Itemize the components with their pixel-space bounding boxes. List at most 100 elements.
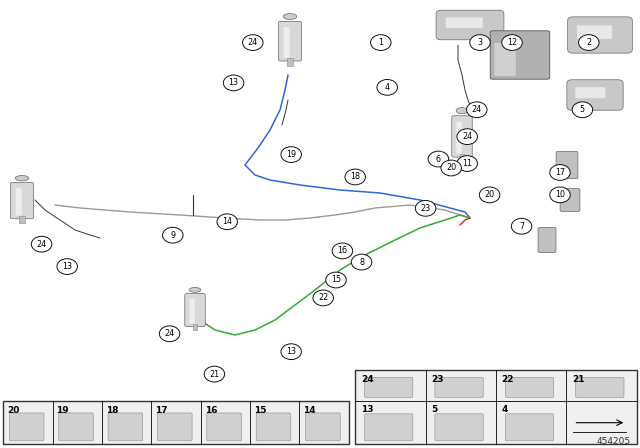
Text: 24: 24 <box>36 240 47 249</box>
Text: 7: 7 <box>519 222 524 231</box>
Ellipse shape <box>345 169 365 185</box>
Text: 14: 14 <box>222 217 232 226</box>
Text: 20: 20 <box>484 190 495 199</box>
FancyBboxPatch shape <box>538 228 556 253</box>
FancyBboxPatch shape <box>185 293 205 327</box>
Text: 1: 1 <box>378 38 383 47</box>
Text: 24: 24 <box>248 38 258 47</box>
Text: 18: 18 <box>106 406 118 415</box>
Ellipse shape <box>479 187 500 203</box>
Ellipse shape <box>579 34 599 51</box>
FancyBboxPatch shape <box>287 58 293 65</box>
FancyBboxPatch shape <box>460 154 465 162</box>
Ellipse shape <box>204 366 225 382</box>
Text: 23: 23 <box>420 204 431 213</box>
Text: 14: 14 <box>303 406 316 415</box>
FancyBboxPatch shape <box>506 414 554 441</box>
FancyBboxPatch shape <box>577 26 612 39</box>
Text: 16: 16 <box>337 246 348 255</box>
Text: 9: 9 <box>170 231 175 240</box>
FancyBboxPatch shape <box>556 151 578 179</box>
Text: 19: 19 <box>286 150 296 159</box>
Ellipse shape <box>550 164 570 181</box>
Ellipse shape <box>502 34 522 51</box>
Text: 16: 16 <box>205 406 217 415</box>
Ellipse shape <box>243 34 263 51</box>
Text: 21: 21 <box>572 375 584 384</box>
FancyBboxPatch shape <box>568 17 632 53</box>
Ellipse shape <box>332 243 353 259</box>
Text: 13: 13 <box>62 262 72 271</box>
Text: 13: 13 <box>286 347 296 356</box>
Text: 15: 15 <box>331 276 341 284</box>
FancyBboxPatch shape <box>506 377 554 397</box>
Ellipse shape <box>351 254 372 270</box>
FancyBboxPatch shape <box>490 31 550 79</box>
Text: 18: 18 <box>350 172 360 181</box>
Text: 19: 19 <box>56 406 69 415</box>
FancyBboxPatch shape <box>567 80 623 110</box>
Text: 15: 15 <box>254 406 266 415</box>
FancyBboxPatch shape <box>560 189 580 211</box>
FancyBboxPatch shape <box>108 413 143 441</box>
Text: 17: 17 <box>156 406 168 415</box>
Ellipse shape <box>511 218 532 234</box>
Text: 13: 13 <box>228 78 239 87</box>
Ellipse shape <box>470 34 490 51</box>
FancyBboxPatch shape <box>10 182 33 219</box>
FancyBboxPatch shape <box>15 188 22 215</box>
FancyBboxPatch shape <box>305 413 340 441</box>
FancyBboxPatch shape <box>59 413 93 441</box>
Text: 24: 24 <box>462 132 472 141</box>
Ellipse shape <box>326 272 346 288</box>
FancyBboxPatch shape <box>365 377 413 397</box>
Text: 23: 23 <box>431 375 444 384</box>
Text: 20: 20 <box>446 164 456 172</box>
FancyBboxPatch shape <box>445 17 483 28</box>
Ellipse shape <box>15 176 29 181</box>
Text: 2: 2 <box>586 38 591 47</box>
Text: 24: 24 <box>361 375 374 384</box>
Ellipse shape <box>456 108 468 114</box>
Ellipse shape <box>457 129 477 145</box>
Ellipse shape <box>281 146 301 163</box>
Ellipse shape <box>415 200 436 216</box>
Text: 22: 22 <box>502 375 514 384</box>
Bar <box>355 370 637 444</box>
Ellipse shape <box>572 102 593 118</box>
Bar <box>3 401 349 444</box>
Ellipse shape <box>457 155 477 172</box>
Ellipse shape <box>31 236 52 252</box>
Text: 3: 3 <box>477 38 483 47</box>
FancyBboxPatch shape <box>452 116 472 157</box>
Text: 21: 21 <box>209 370 220 379</box>
Text: 10: 10 <box>555 190 565 199</box>
Text: 4: 4 <box>502 405 508 414</box>
FancyBboxPatch shape <box>10 413 44 441</box>
Ellipse shape <box>57 258 77 275</box>
Ellipse shape <box>467 102 487 118</box>
Ellipse shape <box>217 214 237 230</box>
FancyBboxPatch shape <box>278 22 301 61</box>
Ellipse shape <box>223 75 244 91</box>
FancyBboxPatch shape <box>494 43 516 76</box>
FancyBboxPatch shape <box>19 216 25 223</box>
FancyBboxPatch shape <box>575 87 605 98</box>
Text: 11: 11 <box>462 159 472 168</box>
Text: 4: 4 <box>385 83 390 92</box>
Text: 22: 22 <box>318 293 328 302</box>
FancyBboxPatch shape <box>207 413 241 441</box>
Ellipse shape <box>281 344 301 360</box>
FancyBboxPatch shape <box>189 298 195 323</box>
FancyBboxPatch shape <box>436 10 504 40</box>
FancyBboxPatch shape <box>435 414 483 441</box>
Ellipse shape <box>313 290 333 306</box>
Ellipse shape <box>550 187 570 203</box>
Text: 8: 8 <box>359 258 364 267</box>
Text: 17: 17 <box>555 168 565 177</box>
Text: 24: 24 <box>472 105 482 114</box>
Text: 13: 13 <box>361 405 373 414</box>
FancyBboxPatch shape <box>456 122 462 154</box>
Ellipse shape <box>163 227 183 243</box>
Text: 5: 5 <box>580 105 585 114</box>
